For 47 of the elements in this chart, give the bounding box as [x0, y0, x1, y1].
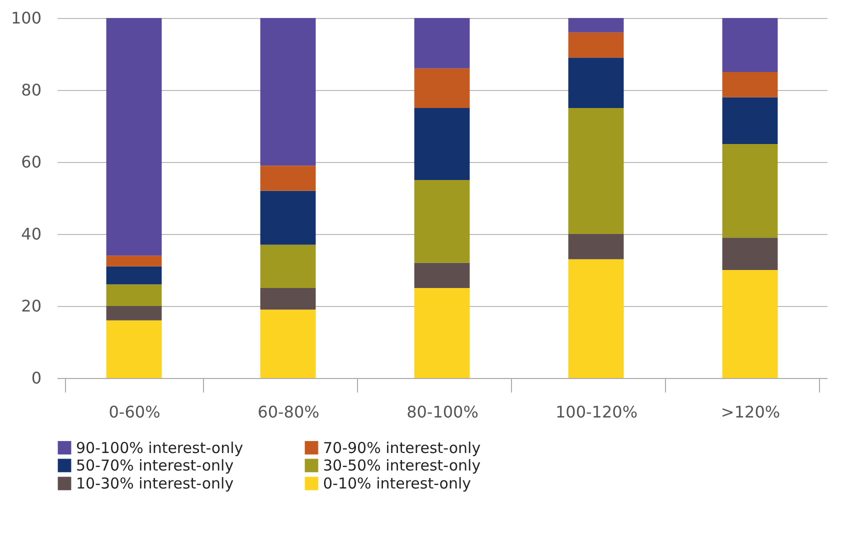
y-tick-label: 20	[21, 296, 42, 316]
x-tick-label: 80-100%	[406, 402, 478, 422]
x-tick-label: 60-80%	[258, 402, 320, 422]
bar	[106, 256, 162, 266]
bar	[568, 58, 624, 108]
bar	[106, 320, 162, 378]
bar	[568, 259, 624, 378]
y-tick-label: 0	[31, 368, 42, 388]
bar	[414, 108, 470, 180]
bar	[106, 306, 162, 320]
legend-label: 30-50% interest-only	[323, 456, 481, 474]
bar	[722, 144, 778, 238]
bar	[260, 310, 316, 378]
bar	[260, 244, 316, 288]
bar	[568, 32, 624, 58]
bar	[722, 72, 778, 98]
bar	[414, 180, 470, 263]
legend-label: 0-10% interest-only	[323, 474, 472, 492]
legend-label: 10-30% interest-only	[76, 474, 234, 492]
legend-label: 50-70% interest-only	[76, 456, 234, 474]
y-tick-label: 40	[21, 224, 42, 244]
bar	[106, 18, 162, 256]
bar	[260, 166, 316, 191]
x-tick-label: >120%	[720, 402, 780, 422]
bar	[722, 270, 778, 378]
bar	[260, 18, 316, 166]
x-tick-label: 0-60%	[108, 402, 160, 422]
legend-label: 90-100% interest-only	[76, 438, 244, 457]
bar	[260, 288, 316, 310]
bar	[568, 108, 624, 234]
bar	[722, 97, 778, 144]
x-tick-label: 100-120%	[555, 402, 638, 422]
bar	[106, 266, 162, 284]
bar	[722, 18, 778, 72]
bar	[260, 190, 316, 245]
bar	[414, 68, 470, 108]
y-tick-label: 100	[10, 8, 42, 28]
bar	[722, 238, 778, 270]
bar	[414, 262, 470, 288]
bar	[106, 284, 162, 306]
bar	[414, 18, 470, 68]
y-tick-label: 80	[21, 80, 42, 100]
bar	[568, 18, 624, 32]
legend-label: 70-90% interest-only	[323, 438, 481, 457]
bar	[568, 234, 624, 260]
y-tick-label: 60	[21, 152, 42, 172]
bar	[414, 288, 470, 378]
